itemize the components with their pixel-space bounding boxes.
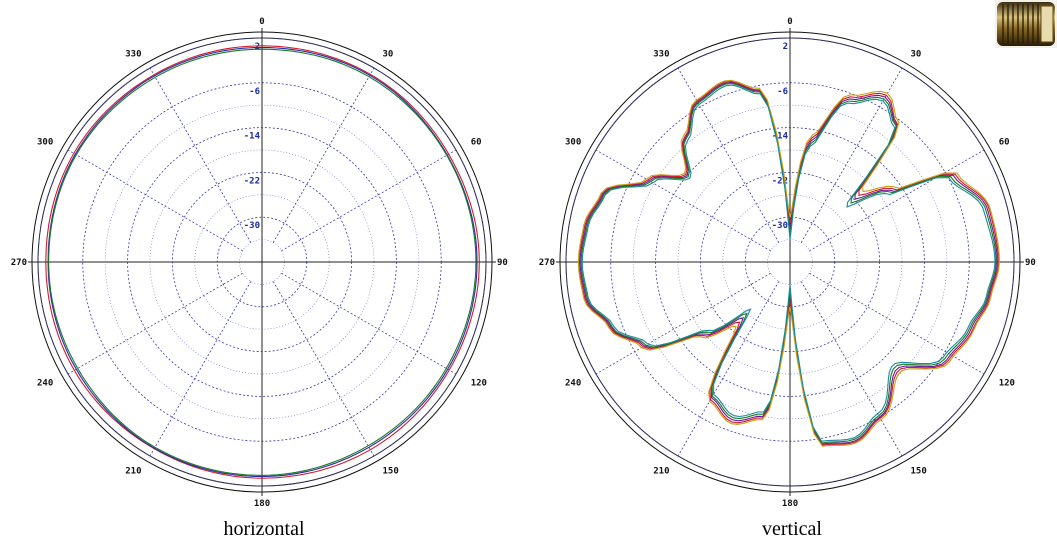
angle-tick-label: 120	[471, 379, 487, 389]
grid-spoke	[800, 67, 903, 243]
radial-tick-label: 2	[255, 42, 260, 52]
grid-spoke	[677, 281, 780, 457]
grid-spoke	[149, 67, 252, 243]
grid-spoke	[595, 149, 771, 252]
grid-spoke	[595, 272, 771, 375]
grid-spoke	[272, 67, 375, 243]
pattern-series-line	[48, 48, 477, 476]
angle-tick-label: 300	[565, 138, 581, 148]
grid-spoke	[809, 272, 985, 375]
angle-tick-label: 210	[125, 467, 141, 477]
pattern-series-line	[579, 81, 998, 445]
vertical-polar-chart: 0 30 60 90 120 150 180 210 240 270 300 330 2 -6 -14 -22…	[539, 17, 1036, 509]
angle-tick-label: 330	[653, 49, 669, 59]
angle-tick-label: 30	[911, 49, 922, 59]
pattern-series-line	[578, 80, 999, 446]
vertical-pattern-plot: 0 30 60 90 120 150 180 210 240 270 300 330 2 -6 -14 -22…	[528, 0, 1056, 543]
angle-tick-label: 60	[471, 138, 482, 148]
grid-spoke	[149, 281, 252, 457]
angle-tick-label: 120	[999, 379, 1015, 389]
vertical-caption: vertical	[762, 518, 822, 540]
radial-tick-label: -22	[244, 176, 260, 186]
angle-tick-label: 180	[254, 499, 270, 509]
pattern-series-line	[45, 45, 480, 479]
angle-tick-label: 240	[37, 379, 53, 389]
pattern-series-line	[581, 84, 996, 442]
angle-tick-label: 270	[11, 258, 27, 268]
grid-spoke	[809, 149, 985, 252]
angle-tick-label: 210	[653, 467, 669, 477]
radial-tick-label: 2	[783, 42, 788, 52]
grid-spoke	[67, 149, 243, 252]
radial-tick-label: -30	[772, 221, 788, 231]
connector-photo-icon	[995, 0, 1057, 48]
pattern-series-line	[580, 82, 997, 444]
angle-tick-label: 60	[999, 138, 1010, 148]
pattern-series-line	[47, 46, 478, 478]
radial-tick-label: -14	[244, 132, 261, 142]
grid-spoke	[800, 281, 903, 457]
angle-tick-label: 330	[125, 49, 141, 59]
horizontal-polar-chart: 0 30 60 90 120 150 180 210 240 270 300 330 2 -6 -14 -22…	[11, 17, 508, 509]
angle-tick-label: 90	[497, 258, 508, 268]
angle-tick-label: 30	[383, 49, 394, 59]
radial-tick-label: -30	[244, 221, 260, 231]
angle-tick-label: 300	[37, 138, 53, 148]
grid-spoke	[281, 149, 457, 252]
radial-tick-label: -6	[249, 87, 260, 97]
angle-tick-label: 0	[787, 17, 792, 27]
angle-tick-label: 150	[383, 467, 399, 477]
angle-tick-label: 270	[539, 258, 555, 268]
grid-spoke	[677, 67, 780, 243]
angle-tick-label: 240	[565, 379, 581, 389]
grid-spoke	[67, 272, 243, 375]
radial-tick-label: -14	[772, 132, 789, 142]
angle-tick-label: 90	[1025, 258, 1036, 268]
horizontal-caption: horizontal	[223, 518, 305, 540]
angle-tick-label: 150	[911, 467, 927, 477]
angle-tick-label: 180	[782, 499, 798, 509]
radial-tick-label: -6	[777, 87, 788, 97]
grid-spoke	[272, 281, 375, 457]
radial-tick-label: -22	[772, 176, 788, 186]
horizontal-pattern-plot: 0 30 60 90 120 150 180 210 240 270 300 330 2 -6 -14 -22…	[0, 0, 528, 543]
angle-tick-label: 0	[259, 17, 264, 27]
grid-spoke	[281, 272, 457, 375]
pattern-series-line	[577, 79, 1000, 447]
